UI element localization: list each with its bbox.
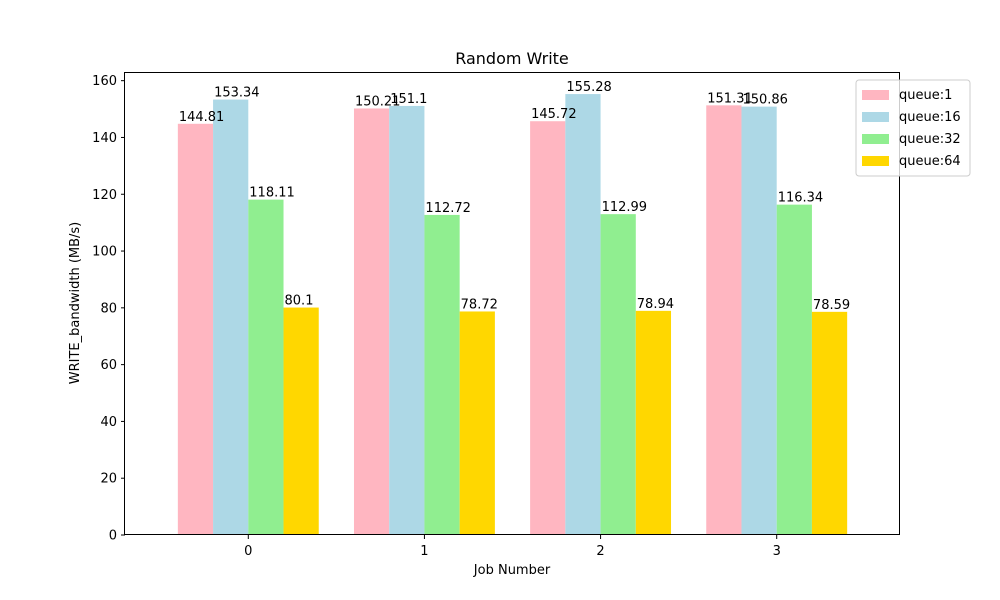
value-label: 151.31 (707, 91, 753, 106)
value-labels-layer: 144.81 150.21 145.72 151.31 153.34 151.1 155.2… (179, 80, 850, 313)
x-axis-label: Job Number (473, 563, 551, 578)
bar-queue-1-job-3 (706, 105, 742, 536)
value-label: 80.1 (285, 294, 314, 309)
value-label: 78.59 (813, 298, 850, 313)
bar-queue-1-job-1 (353, 108, 390, 536)
value-label: 145.72 (531, 107, 577, 122)
y-axis-label: WRITE_bandwidth (MB/s) (68, 222, 83, 384)
bar-queue-16-job-2 (565, 94, 601, 535)
y-tick-label: 40 (100, 415, 117, 430)
y-axis: 0 20 40 60 80 100 120 140 160 (92, 74, 125, 544)
x-tick-label: 1 (420, 544, 428, 559)
bar-queue-64-job-2 (635, 310, 672, 535)
bar-queue-32-job-0 (248, 199, 284, 536)
value-label: 78.72 (461, 297, 498, 312)
bars-layer (177, 94, 848, 536)
y-tick-label: 140 (92, 131, 117, 146)
y-tick-label: 20 (100, 472, 117, 487)
bar-queue-64-job-1 (459, 311, 495, 535)
plot-frame (124, 72, 900, 535)
y-tick-label: 0 (109, 529, 117, 544)
value-label: 155.28 (566, 80, 612, 95)
value-label: 144.81 (179, 110, 225, 125)
legend-label: queue:1 (899, 88, 952, 103)
y-tick-label: 80 (100, 301, 117, 316)
bar-queue-16-job-3 (741, 106, 777, 535)
value-label: 116.34 (778, 191, 824, 206)
bar-queue-32-job-3 (776, 204, 812, 536)
bar-queue-64-job-3 (811, 311, 848, 535)
value-label: 78.94 (637, 297, 674, 312)
legend-label: queue:32 (899, 132, 961, 147)
x-axis: 0 1 2 3 (244, 535, 781, 559)
y-tick-label: 60 (100, 358, 117, 373)
y-tick-label: 100 (92, 245, 117, 260)
value-label: 112.99 (602, 200, 648, 215)
legend-swatch (862, 90, 889, 100)
legend-swatch (862, 156, 889, 166)
bar-queue-16-job-1 (389, 105, 425, 536)
bar-queue-32-job-2 (600, 214, 636, 535)
chart-title: Random Write (455, 49, 569, 68)
value-label: 150.21 (355, 94, 401, 109)
legend-box (855, 79, 971, 177)
bar-queue-1-job-0 (177, 123, 214, 536)
legend-label: queue:16 (899, 110, 961, 125)
x-tick-label: 3 (773, 544, 781, 559)
value-label: 151.1 (390, 92, 427, 107)
value-label: 118.11 (249, 186, 295, 201)
bar-queue-64-job-0 (283, 307, 319, 535)
legend: queue:1 queue:16 queue:32 queue:64 (855, 79, 971, 177)
legend-swatch (862, 112, 889, 122)
value-label: 153.34 (214, 86, 260, 101)
value-label: 112.72 (425, 201, 471, 216)
x-tick-label: 2 (596, 544, 604, 559)
bar-queue-16-job-0 (213, 99, 249, 535)
bar-queue-1-job-2 (530, 121, 566, 536)
y-tick-label: 160 (92, 74, 117, 89)
y-tick-label: 120 (92, 188, 117, 203)
x-tick-label: 0 (244, 544, 252, 559)
legend-label: queue:64 (899, 154, 961, 169)
value-label: 150.86 (742, 93, 788, 108)
legend-swatch (862, 134, 889, 144)
bar-queue-32-job-1 (424, 214, 460, 536)
